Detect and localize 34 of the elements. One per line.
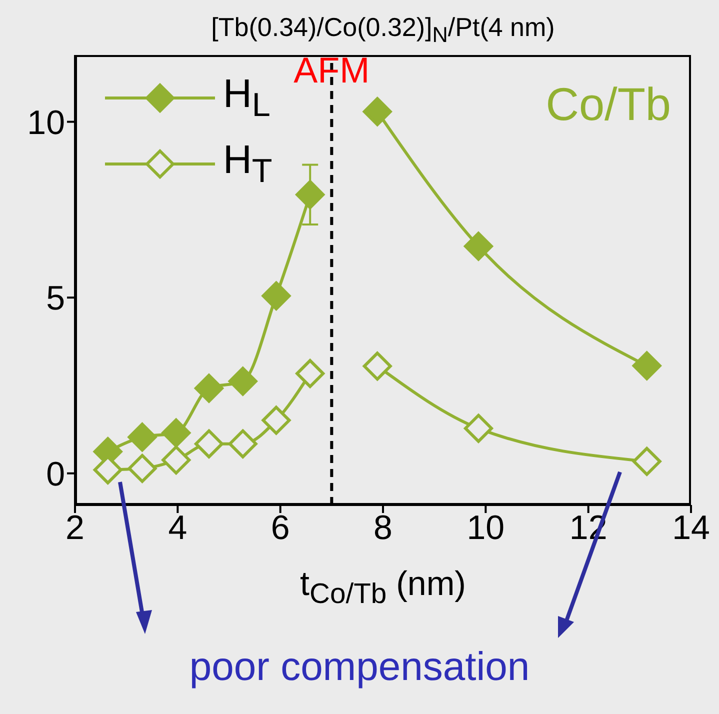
point	[228, 429, 258, 458]
legend-label: H$_{T}$	[223, 138, 272, 190]
point	[162, 446, 191, 474]
point	[128, 422, 157, 452]
point	[362, 352, 392, 381]
text: poor compensation	[188, 645, 531, 690]
y-tick-label: 0	[46, 455, 65, 494]
y-tick-label: 10	[27, 104, 65, 142]
point	[262, 281, 291, 310]
ref-line-label: AFM	[294, 50, 370, 91]
point	[464, 414, 493, 443]
x-tick-label: 8	[374, 509, 392, 548]
y-tick-label: 5	[46, 280, 65, 318]
point	[162, 418, 191, 448]
point	[194, 374, 224, 403]
point	[464, 232, 493, 261]
chart-title: [Tb(0.34)/Co(0.32)]$_{N}$/Pt(4 nm)	[210, 12, 556, 48]
x-tick-label: 4	[168, 509, 188, 548]
point	[194, 429, 224, 458]
point	[362, 97, 392, 126]
x-tick-label: 6	[270, 509, 290, 548]
x-axis-title: t$_{Co/Tb}$ (nm)	[299, 565, 467, 611]
point	[296, 180, 325, 210]
annotation: Co/Tb	[546, 77, 671, 131]
point	[128, 454, 157, 483]
point	[228, 366, 258, 396]
point	[262, 406, 291, 435]
x-tick-label: 14	[672, 509, 710, 548]
x-tick-label: 2	[66, 509, 84, 548]
point	[296, 359, 325, 388]
x-tick-label: 10	[466, 509, 505, 548]
point	[632, 446, 662, 476]
point	[632, 351, 662, 380]
legend-label: H$_{L}$	[223, 72, 270, 124]
